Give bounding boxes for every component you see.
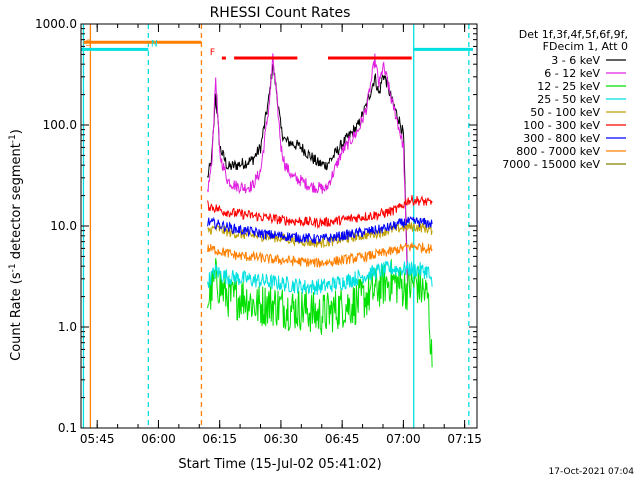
- x-tick-label: 07:00: [386, 432, 421, 446]
- flag-label-N: N: [151, 39, 158, 49]
- series-line-300-800keV: [207, 216, 433, 245]
- y-tick-label: 0.1: [58, 421, 77, 435]
- x-tick-label: 06:00: [141, 432, 176, 446]
- series-line-25-50keV: [207, 260, 433, 295]
- plot-area: [81, 24, 473, 428]
- series-line-100-300keV: [207, 195, 433, 230]
- legend-label: 800 - 7000 keV: [516, 145, 600, 158]
- legend-label: 100 - 300 keV: [523, 119, 600, 132]
- x-axis: 05:45 06:00 06:15 06:30 06:45 07:00 07:15: [80, 24, 482, 446]
- series-line-800-7000keV: [207, 242, 433, 268]
- y-tick-label: 1000.0: [35, 17, 77, 31]
- y-axis-label: Count Rate (s-1 detector segment-1): [8, 129, 24, 361]
- series-line-6-12keV: [207, 53, 409, 287]
- y-tick-label: 100.0: [43, 118, 77, 132]
- legend-header-line: Det 1f,3f,4f,5f,6f,9f,: [519, 28, 628, 41]
- chart-title: RHESSI Count Rates: [210, 5, 351, 21]
- legend-label: 50 - 100 keV: [530, 106, 600, 119]
- x-tick-label: 06:15: [202, 432, 237, 446]
- legend: Det 1f,3f,4f,5f,6f,9f,FDecim 1, Att 03 -…: [502, 28, 628, 171]
- x-tick-label: 06:30: [264, 432, 299, 446]
- x-tick-label: 05:45: [80, 432, 115, 446]
- legend-label: 3 - 6 keV: [551, 54, 600, 67]
- legend-label: 25 - 50 keV: [537, 93, 600, 106]
- plot-frame: [80, 23, 478, 429]
- flag-label-F: F: [210, 48, 215, 58]
- legend-label: 300 - 800 keV: [523, 132, 600, 145]
- legend-label: 12 - 25 keV: [537, 80, 600, 93]
- flag-label-S: S: [85, 39, 91, 49]
- y-axis: 1000.0 100.0 10.0 1.0 0.1: [35, 17, 477, 435]
- series-line-12-25keV: [207, 258, 433, 368]
- x-tick-label: 06:45: [325, 432, 360, 446]
- series-line-50-100keV: [207, 221, 433, 249]
- footer-date: 17-Oct-2021 07:04: [549, 467, 635, 477]
- x-axis-label: Start Time (15-Jul-02 05:41:02): [178, 457, 381, 472]
- series-line-3-6keV: [207, 64, 409, 284]
- y-tick-label: 1.0: [58, 320, 77, 334]
- legend-label: 7000 - 15000 keV: [502, 158, 600, 171]
- y-tick-label: 10.0: [50, 219, 77, 233]
- x-tick-label: 07:15: [447, 432, 482, 446]
- legend-label: 6 - 12 keV: [544, 67, 600, 80]
- legend-header-line: FDecim 1, Att 0: [543, 40, 628, 53]
